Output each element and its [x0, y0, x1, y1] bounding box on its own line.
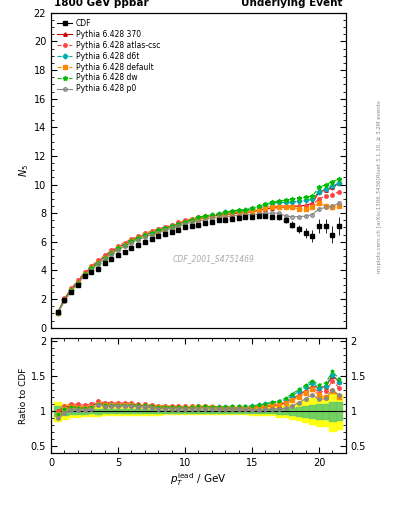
Text: 1800 GeV ppbar: 1800 GeV ppbar [54, 0, 149, 8]
X-axis label: $p_T^{\rm lead}$ / GeV: $p_T^{\rm lead}$ / GeV [170, 471, 227, 487]
Y-axis label: $N_5$: $N_5$ [17, 164, 31, 177]
Text: CDF_2001_S4751469: CDF_2001_S4751469 [172, 254, 254, 263]
Y-axis label: Ratio to CDF: Ratio to CDF [19, 367, 28, 424]
Text: Rivet 3.1.10, ≥ 3.2M events: Rivet 3.1.10, ≥ 3.2M events [377, 100, 382, 177]
Text: mcplots.cern.ch [arXiv:1306.3436]: mcplots.cern.ch [arXiv:1306.3436] [377, 178, 382, 273]
Legend: CDF, Pythia 6.428 370, Pythia 6.428 atlas-csc, Pythia 6.428 d6t, Pythia 6.428 de: CDF, Pythia 6.428 370, Pythia 6.428 atla… [55, 16, 162, 96]
Text: Underlying Event: Underlying Event [241, 0, 343, 8]
